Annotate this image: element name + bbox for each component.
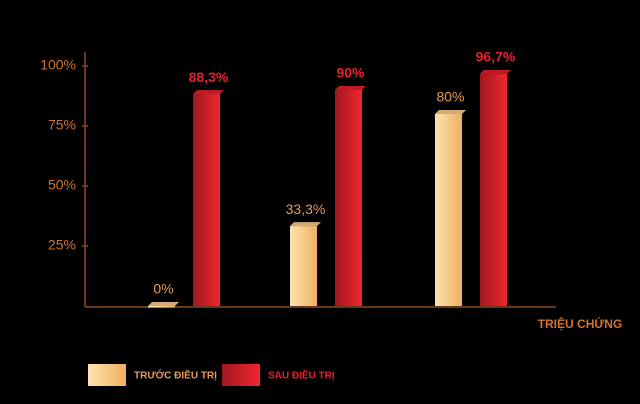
legend-swatch [222,364,260,386]
bar [435,114,462,306]
y-tick-label: 50% [48,177,76,193]
bar [148,306,175,308]
bar-top [148,302,179,306]
bar-top [480,69,511,74]
bar-top [335,86,366,90]
y-tick-label: 25% [48,237,76,253]
value-label: 88,3% [189,69,229,85]
bar [290,226,317,306]
legend-swatch [88,364,126,386]
bar [193,94,220,306]
y-tick-label: 75% [48,117,76,133]
value-label: 96,7% [476,49,516,65]
x-axis-label: TRIỆU CHỨNG [538,316,623,331]
bar [335,90,362,306]
bar-top [435,110,466,114]
value-label: 0% [153,281,173,297]
y-tick-label: 100% [40,57,76,73]
value-label: 90% [336,65,365,81]
bar [480,73,507,306]
value-label: 80% [436,89,464,105]
bar-top [193,90,224,95]
legend-label: SAU ĐIỀU TRỊ [268,369,335,382]
value-label: 33,3% [286,201,326,217]
bar-top [290,222,321,227]
legend-label: TRƯỚC ĐIỀU TRỊ [134,369,217,382]
